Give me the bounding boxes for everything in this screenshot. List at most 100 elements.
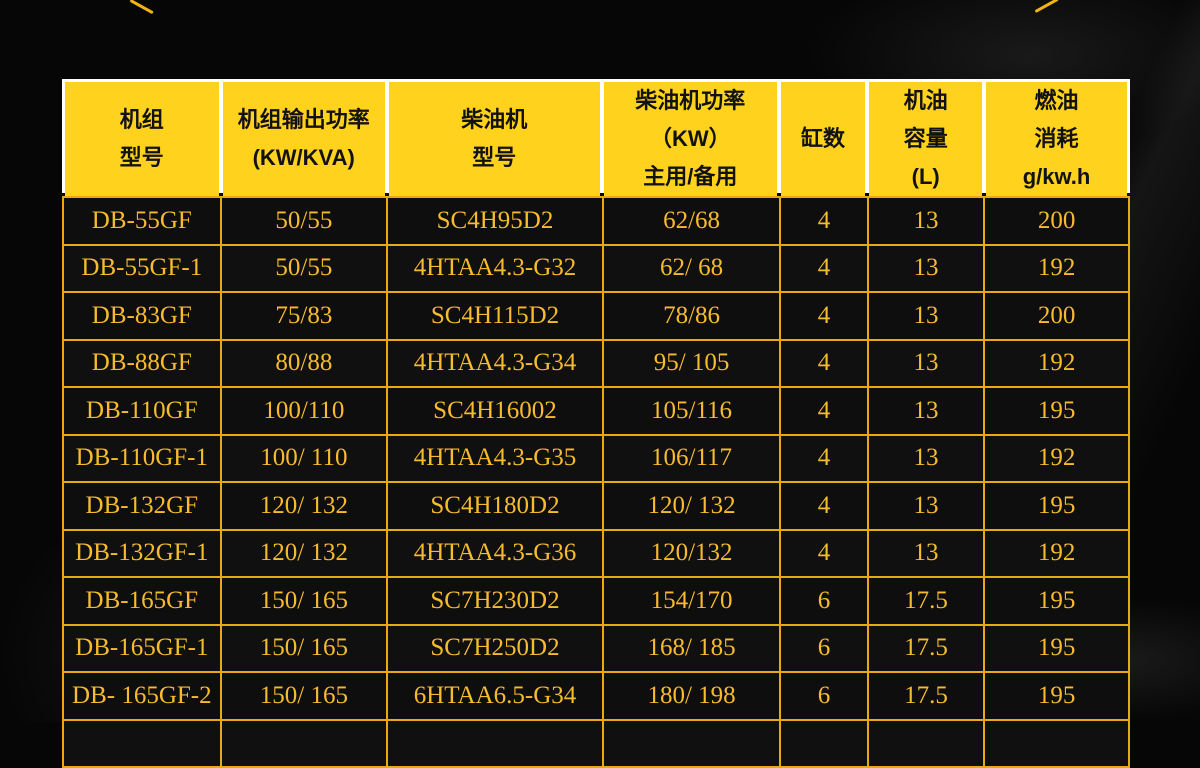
table-cell: 75/83 [221, 293, 387, 339]
table-cell: 192 [985, 530, 1128, 576]
table-cell: 4 [781, 340, 867, 386]
table-cell: 4 [781, 198, 867, 244]
table-row: DB-165GF 150/ 165 SC7H230D2 154/170 6 17.5 195 [64, 578, 1128, 624]
table-cell: 13 [868, 435, 984, 481]
table-cell: DB-55GF [64, 198, 220, 244]
header-line: 机组 [119, 107, 164, 132]
table-cell: 192 [985, 340, 1128, 386]
table-row: DB-132GF 120/ 132 SC4H180D2 120/ 132 4 13 195 [64, 483, 1128, 529]
table-cell: 150/ 165 [221, 673, 387, 719]
table-cell: 100/110 [221, 388, 387, 434]
header-line: 机油 [903, 88, 948, 113]
table-cell: 17.5 [868, 625, 984, 671]
table-cell: 6 [781, 673, 867, 719]
table-cell: DB-83GF [64, 293, 220, 339]
table-cell [868, 720, 984, 766]
header-line: g/kw.h [1022, 164, 1091, 189]
table-cell: 4 [781, 245, 867, 291]
table-cell: DB-165GF-1 [64, 625, 220, 671]
header-cell: 缸数 [780, 82, 866, 196]
table-cell: 192 [985, 435, 1128, 481]
header-line: 容量 [903, 126, 948, 151]
header-line: （KW） [649, 126, 731, 151]
table-cell: 4HTAA4.3-G35 [388, 435, 602, 481]
table-cell: 150/ 165 [221, 578, 387, 624]
table-cell: 120/ 132 [221, 530, 387, 576]
table-cell [388, 720, 602, 766]
header-line: (L) [911, 164, 940, 189]
spec-table-header-row: 机组 型号 机组输出功率 (KW/KVA) 柴油机 型号 柴油机功率 （KW） 主用/备用 缸数机… [62, 79, 1130, 196]
table-row-clipped [64, 720, 1128, 766]
table-cell: 4 [781, 435, 867, 481]
table-cell [64, 720, 220, 766]
table-cell [985, 720, 1128, 766]
table-row: DB-132GF-1 120/ 132 4HTAA4.3-G36 120/132 4 13… [64, 530, 1128, 576]
table-cell: SC7H250D2 [388, 625, 602, 671]
table-cell: SC4H115D2 [388, 293, 602, 339]
table-cell: 180/ 198 [603, 673, 780, 719]
table-cell: 6 [781, 578, 867, 624]
table-cell: 4 [781, 293, 867, 339]
table-cell: 4 [781, 388, 867, 434]
header-line: 柴油机功率 [635, 88, 746, 113]
table-cell: 100/ 110 [221, 435, 387, 481]
table-cell: 168/ 185 [603, 625, 780, 671]
table-cell: 192 [985, 245, 1128, 291]
table-cell: 4 [781, 530, 867, 576]
table-cell: DB-132GF [64, 483, 220, 529]
table-row: DB-55GF-1 50/55 4HTAA4.3-G32 62/ 68 4 13 192 [64, 245, 1128, 291]
table-cell: 62/ 68 [603, 245, 780, 291]
table-cell: 13 [868, 198, 984, 244]
table-row: DB-110GF 100/110 SC4H16002 105/116 4 13 195 [64, 388, 1128, 434]
table-cell: 195 [985, 578, 1128, 624]
table-cell: 120/132 [603, 530, 780, 576]
table-cell: 50/55 [221, 245, 387, 291]
header-line: 型号 [472, 145, 517, 170]
table-cell: 17.5 [868, 673, 984, 719]
table-cell: 4HTAA4.3-G34 [388, 340, 602, 386]
header-line: (KW/KVA) [252, 145, 355, 170]
header-line: 型号 [119, 145, 164, 170]
table-cell: 4HTAA4.3-G32 [388, 245, 602, 291]
header-line: 主用/备用 [643, 164, 738, 189]
table-cell: DB-88GF [64, 340, 220, 386]
table-cell: 120/ 132 [603, 483, 780, 529]
table-cell: 105/116 [603, 388, 780, 434]
header-cell: 机组输出功率 (KW/KVA) [222, 82, 385, 196]
table-row: DB-88GF 80/88 4HTAA4.3-G34 95/ 105 4 13 192 [64, 340, 1128, 386]
table-cell: DB-132GF-1 [64, 530, 220, 576]
header-cell: 机组 型号 [65, 82, 219, 196]
table-cell: 17.5 [868, 578, 984, 624]
table-cell: 50/55 [221, 198, 387, 244]
table-cell: DB-110GF [64, 388, 220, 434]
table-cell: 6HTAA6.5-G34 [388, 673, 602, 719]
table-cell: 13 [868, 293, 984, 339]
table-cell: SC4H180D2 [388, 483, 602, 529]
table-cell: 78/86 [603, 293, 780, 339]
header-cell: 柴油机 型号 [388, 82, 600, 196]
table-cell: 195 [985, 483, 1128, 529]
table-cell: SC4H95D2 [388, 198, 602, 244]
table-cell: 13 [868, 530, 984, 576]
header-cell: 柴油机功率 （KW） 主用/备用 [603, 82, 777, 196]
table-row: DB- 165GF-2 150/ 165 6HTAA6.5-G34 180/ 198 6… [64, 673, 1128, 719]
table-cell: 195 [985, 625, 1128, 671]
table-cell: SC7H230D2 [388, 578, 602, 624]
table-row: DB-165GF-1 150/ 165 SC7H250D2 168/ 185 6 17.5… [64, 625, 1128, 671]
table-cell: 95/ 105 [603, 340, 780, 386]
table-cell: 4 [781, 483, 867, 529]
table-cell: 200 [985, 293, 1128, 339]
table-cell: 200 [985, 198, 1128, 244]
table-cell: DB-110GF-1 [64, 435, 220, 481]
table-cell: DB- 165GF-2 [64, 673, 220, 719]
table-cell: SC4H16002 [388, 388, 602, 434]
table-cell [603, 720, 780, 766]
header-line: 缸数 [801, 126, 846, 151]
table-cell: 106/117 [603, 435, 780, 481]
table-cell: 13 [868, 483, 984, 529]
table-cell: 195 [985, 673, 1128, 719]
table-cell: DB-165GF [64, 578, 220, 624]
table-cell: 62/68 [603, 198, 780, 244]
header-cell: 机油容量 (L) [869, 82, 983, 196]
table-cell: 154/170 [603, 578, 780, 624]
